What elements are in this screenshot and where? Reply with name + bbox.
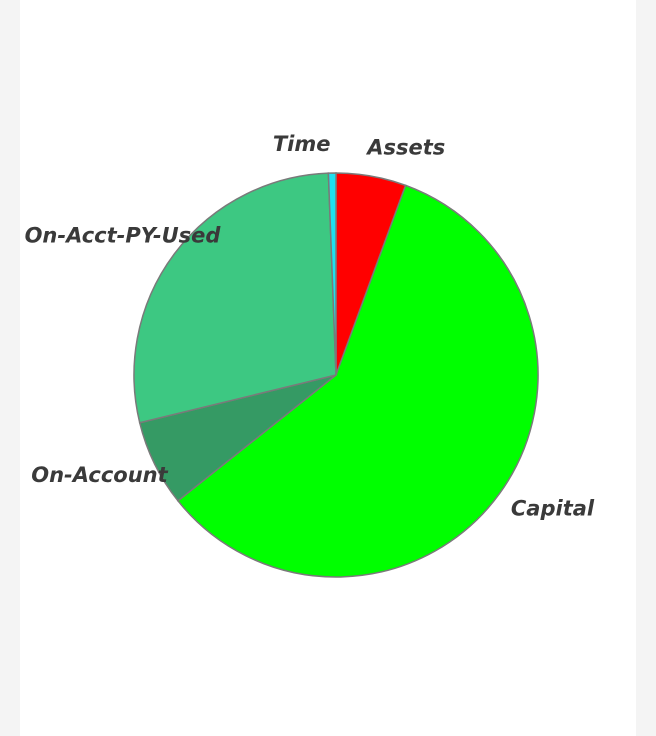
slice-label: Assets (365, 136, 445, 160)
pie-slice (133, 172, 337, 424)
slice-label: On-Account (31, 463, 168, 487)
slice-label: Capital (511, 497, 595, 521)
pie-slice (327, 172, 337, 376)
slice-label: On-Acct-PY-Used (25, 223, 222, 247)
pie-slice (176, 184, 539, 578)
slice-label: Time (273, 132, 331, 156)
